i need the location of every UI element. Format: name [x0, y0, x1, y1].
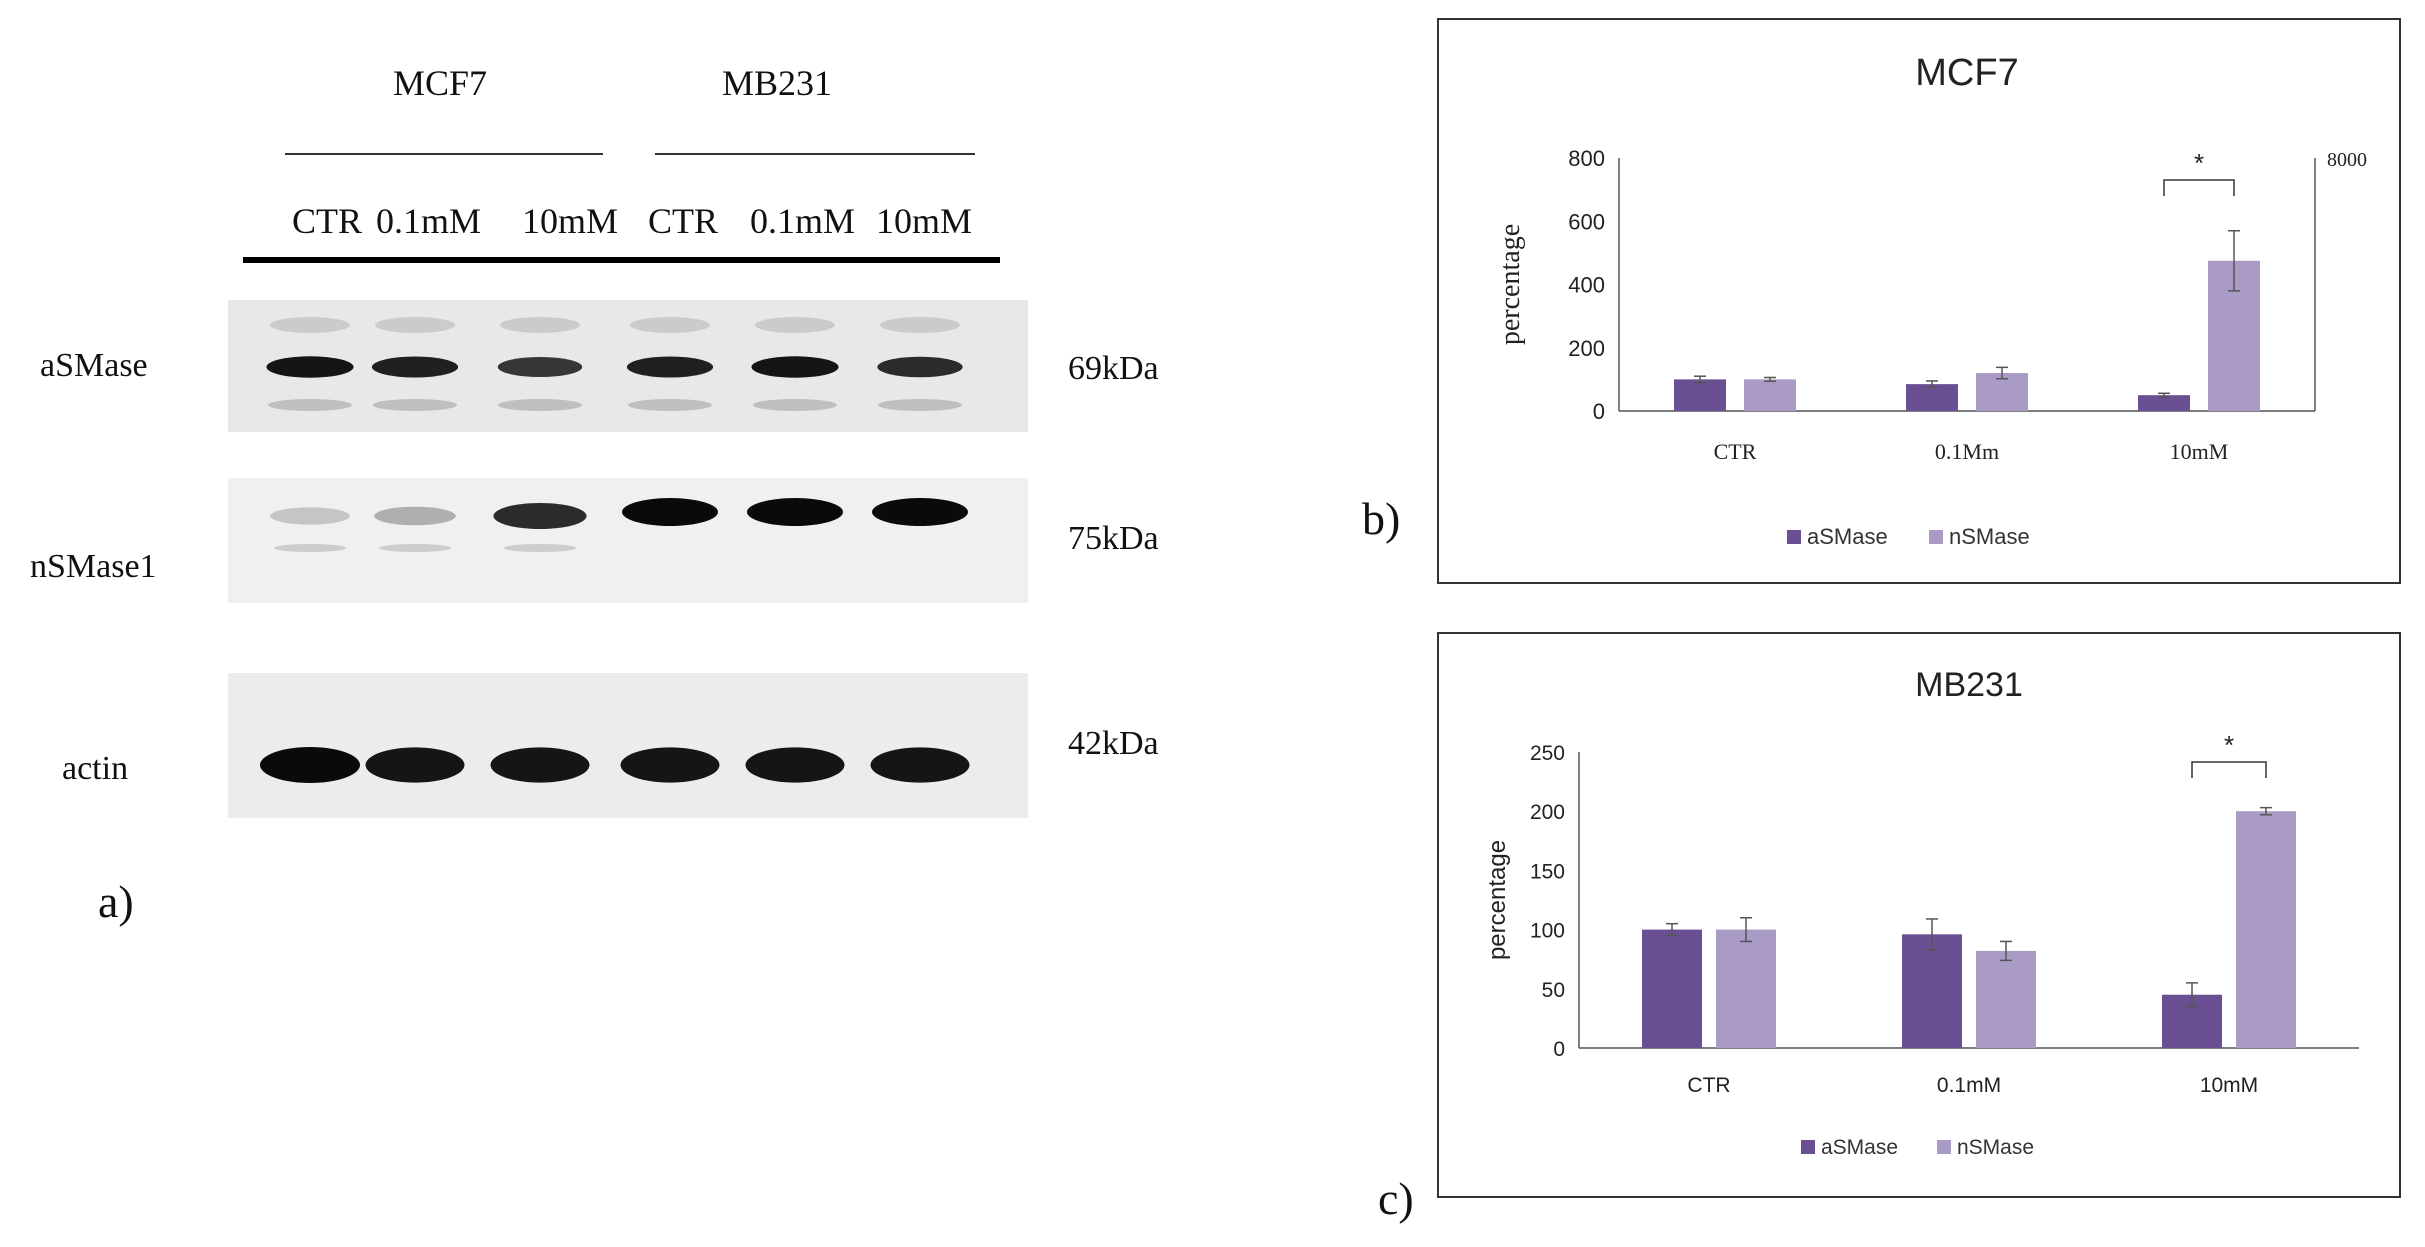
blot-faint-band	[878, 399, 962, 411]
blot-band	[620, 747, 720, 783]
legend-swatch-nsmase	[1937, 1140, 1951, 1154]
blot-band	[745, 747, 845, 783]
y-tick-label: 50	[1542, 979, 1565, 1002]
bar-nsmase	[1976, 950, 2036, 1048]
blot-strip	[228, 673, 1028, 818]
x-tick-label: 0.1Mm	[1935, 439, 1999, 464]
blot-faint-band	[270, 317, 350, 333]
lane-label: CTR	[648, 201, 719, 241]
bar-asmase	[1902, 934, 1962, 1048]
lane-label: 0.1mM	[376, 201, 482, 241]
significance-bracket	[2191, 761, 2267, 778]
y-axis-label: percentage	[1495, 224, 1526, 345]
bar-asmase	[1906, 384, 1958, 411]
blot-faint-band	[504, 544, 576, 552]
x-tick-label: 10mM	[2170, 439, 2229, 464]
blot-strip	[228, 478, 1028, 603]
blot-image	[228, 153, 1028, 818]
y-tick-label: 100	[1530, 920, 1565, 943]
x-tick-label: 10mM	[2200, 1074, 2258, 1097]
significance-bracket	[2163, 179, 2235, 196]
x-tick-label: CTR	[1714, 439, 1757, 464]
y-axis-label: percentage	[1484, 840, 1511, 960]
blot-faint-band	[753, 399, 837, 411]
blot-faint-band	[630, 317, 710, 333]
x-tick-label: 0.1mM	[1937, 1074, 2001, 1097]
blot-band	[365, 747, 465, 783]
x-tick-label: CTR	[1687, 1074, 1730, 1097]
secondary-tick-label: 8000	[2327, 149, 2367, 171]
chart-mb231: MB231 0 50 100 150 200 250 percentage CTR 0.1mM 10…	[1437, 632, 2401, 1198]
blot-faint-band	[268, 399, 352, 411]
y-tick-label: 200	[1568, 336, 1605, 361]
bar-asmase	[1642, 929, 1702, 1048]
blot-band	[270, 507, 350, 525]
chart-title: MB231	[1915, 666, 2023, 704]
legend-label-asmase: aSMase	[1821, 1136, 1898, 1159]
row-label-asmase: aSMase	[40, 347, 148, 384]
y-tick-label: 800	[1568, 146, 1605, 171]
blot-band	[266, 356, 354, 378]
panel-label-a: a)	[98, 876, 134, 927]
bar-asmase	[2138, 395, 2190, 411]
kda-label-nsmase1: 75kDa	[1068, 520, 1159, 557]
chart-title: MCF7	[1915, 52, 2018, 94]
blot-band	[626, 356, 714, 378]
panel-label-b: b)	[1362, 493, 1401, 544]
blot-band	[260, 747, 360, 783]
blot-faint-band	[755, 317, 835, 333]
blot-faint-band	[880, 317, 960, 333]
blot-band	[371, 356, 459, 378]
significance-mark: *	[2194, 148, 2204, 178]
kda-label-asmase: 69kDa	[1068, 350, 1159, 387]
lane-label: 10mM	[876, 201, 973, 241]
y-tick-label: 0	[1593, 399, 1605, 424]
blot-band	[751, 356, 839, 378]
blot-band	[872, 498, 968, 526]
bar-nsmase	[1744, 379, 1796, 411]
legend-label-nsmase: nSMase	[1949, 524, 2030, 549]
blot-band	[877, 356, 963, 378]
blot-band	[622, 498, 718, 526]
blot-band	[490, 747, 590, 783]
blot-faint-band	[379, 544, 451, 552]
group-label-mb231: MB231	[722, 63, 833, 103]
row-label-nsmase1: nSMase1	[30, 548, 157, 585]
blot-faint-band	[375, 317, 455, 333]
lane-label: 10mM	[522, 201, 619, 241]
blot-faint-band	[500, 317, 580, 333]
y-tick-label: 150	[1530, 860, 1565, 883]
group-label-mcf7: MCF7	[393, 63, 488, 103]
blot-band	[870, 747, 970, 783]
blot-band	[493, 502, 587, 530]
bar-asmase	[1674, 379, 1726, 411]
blot-band	[747, 498, 843, 526]
legend-swatch-nsmase	[1929, 530, 1943, 544]
blot-band	[497, 356, 583, 378]
chart-mcf7: MCF7 8000 0 200 400 600 800 percentage CTR 0.1Mm 1…	[1437, 18, 2401, 584]
row-label-actin: actin	[62, 750, 129, 787]
y-tick-label: 250	[1530, 742, 1565, 765]
y-tick-label: 200	[1530, 801, 1565, 824]
legend-label-asmase: aSMase	[1807, 524, 1888, 549]
panel-label-c: c)	[1378, 1173, 1414, 1224]
blot-faint-band	[498, 399, 582, 411]
lane-label: 0.1mM	[750, 201, 856, 241]
blot-faint-band	[373, 399, 457, 411]
blot-band	[374, 506, 456, 526]
kda-label-actin: 42kDa	[1068, 725, 1159, 762]
y-tick-label: 400	[1568, 273, 1605, 298]
legend-swatch-asmase	[1801, 1140, 1815, 1154]
y-tick-label: 600	[1568, 209, 1605, 234]
blot-faint-band	[274, 544, 346, 552]
legend-label-nsmase: nSMase	[1957, 1136, 2034, 1159]
bar-nsmase	[2236, 811, 2296, 1048]
y-tick-label: 0	[1553, 1038, 1565, 1061]
significance-mark: *	[2224, 730, 2234, 760]
lane-label: CTR	[292, 201, 363, 241]
bar-nsmase	[1716, 929, 1776, 1048]
legend-swatch-asmase	[1787, 530, 1801, 544]
blot-faint-band	[628, 399, 712, 411]
